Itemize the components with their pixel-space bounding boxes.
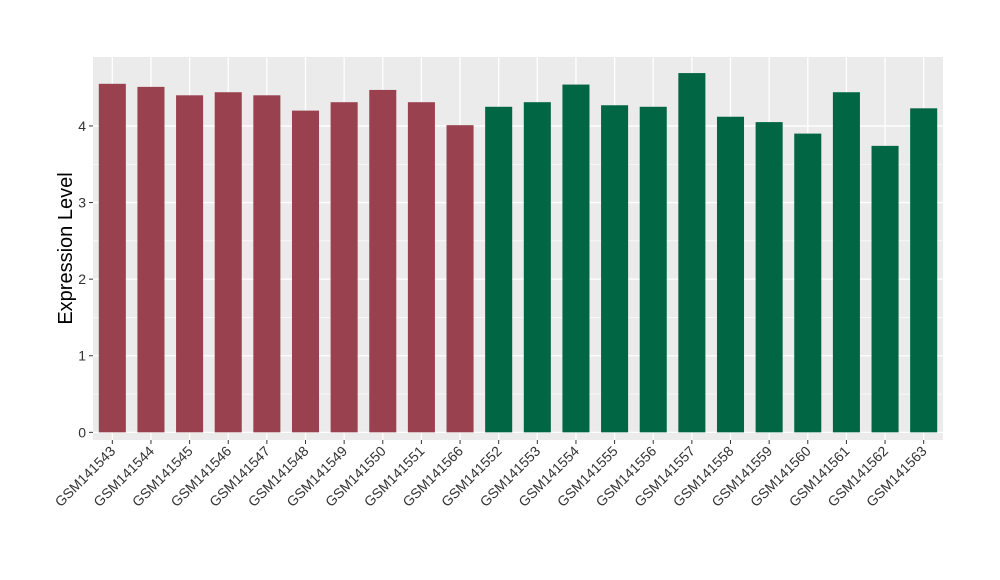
bar-GSM141561: [832, 92, 860, 433]
bar-GSM141563: [910, 108, 938, 433]
bar-GSM141554: [562, 84, 590, 433]
bar-GSM141546: [214, 92, 242, 433]
bar-GSM141548: [291, 110, 320, 433]
bar-GSM141543: [98, 83, 126, 433]
bar-GSM141549: [330, 102, 358, 433]
y-tick-label: 4: [78, 118, 86, 134]
bar-GSM141559: [755, 122, 783, 433]
bar-GSM141544: [137, 86, 165, 433]
bar-GSM141558: [716, 116, 745, 433]
bar-GSM141556: [639, 106, 667, 433]
y-axis: 0 1 2 3 4: [78, 118, 93, 440]
x-axis: GSM141543GSM141544GSM141545GSM141546GSM1…: [52, 440, 930, 510]
bar-GSM141553: [523, 102, 551, 433]
bar-GSM141545: [176, 95, 204, 433]
y-tick-label: 2: [78, 271, 86, 287]
bar-GSM141555: [601, 105, 629, 433]
y-tick-label: 3: [78, 195, 86, 211]
bar-GSM141562: [871, 145, 899, 433]
y-tick-label: 0: [78, 424, 86, 440]
y-axis-label: Expression Level: [55, 172, 77, 324]
bar-GSM141552: [485, 106, 513, 433]
bar-GSM141560: [794, 133, 822, 433]
bar-GSM141550: [369, 89, 397, 433]
bar-GSM141551: [407, 102, 435, 433]
bars: [98, 73, 938, 433]
bar-GSM141566: [446, 125, 474, 433]
bar-GSM141547: [253, 95, 281, 433]
y-tick-label: 1: [78, 348, 86, 364]
bar-GSM141557: [678, 73, 706, 433]
